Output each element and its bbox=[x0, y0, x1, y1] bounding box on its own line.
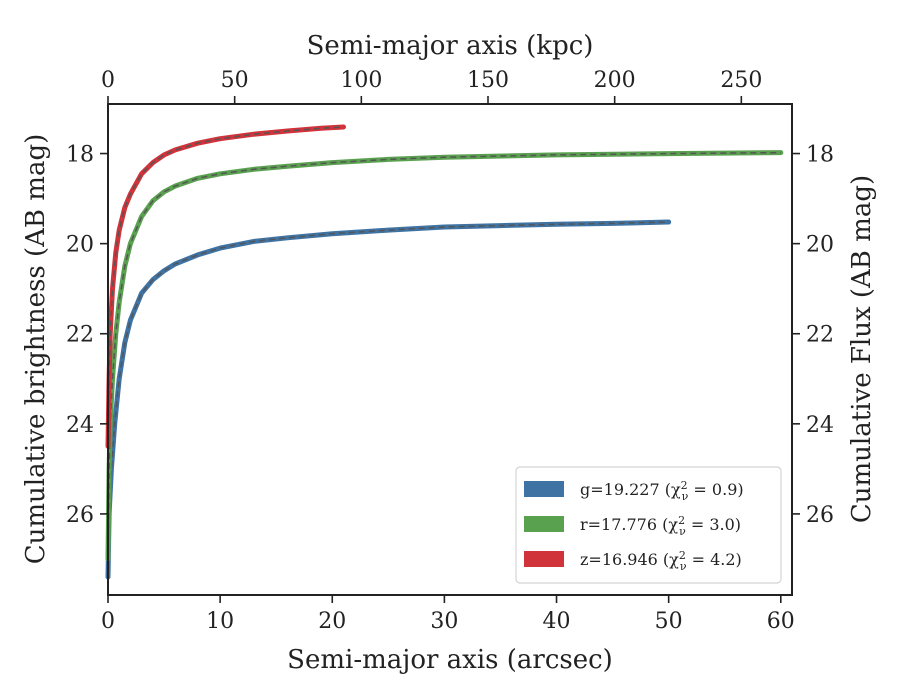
x-tick-label: 60 bbox=[767, 609, 795, 634]
series-2-model-line bbox=[107, 151, 781, 560]
top-x-tick-label: 250 bbox=[720, 68, 762, 93]
y-tick-label: 20 bbox=[66, 233, 94, 258]
y-tick-label: 26 bbox=[66, 503, 94, 528]
legend-swatch bbox=[524, 481, 564, 497]
top-x-tick-label: 0 bbox=[101, 68, 115, 93]
right-y-tick-label: 26 bbox=[806, 503, 834, 528]
series-1 bbox=[105, 219, 672, 580]
x-tick-label: 40 bbox=[543, 609, 571, 634]
right-y-tick-label: 20 bbox=[806, 233, 834, 258]
top-x-axis-title: Semi-major axis (kpc) bbox=[307, 31, 594, 61]
legend-frame bbox=[515, 466, 782, 584]
y-tick-label: 18 bbox=[66, 143, 94, 168]
x-tick-label: 50 bbox=[655, 609, 683, 634]
top-x-tick-label: 50 bbox=[221, 68, 249, 93]
series-3 bbox=[105, 124, 346, 449]
y-axis-title: Cumulative brightness (AB mag) bbox=[21, 134, 51, 565]
legend-swatch bbox=[524, 516, 564, 532]
series-2 bbox=[105, 150, 784, 562]
right-y-axis-title: Cumulative Flux (AB mag) bbox=[847, 175, 877, 523]
right-y-tick-label: 24 bbox=[806, 413, 834, 438]
right-y-tick-label: 18 bbox=[806, 143, 834, 168]
legend-entry-label: r=17.776 (χ2 ν = 3.0) bbox=[580, 514, 741, 539]
y-tick-label: 24 bbox=[66, 413, 94, 438]
series-1-model-line bbox=[107, 221, 669, 578]
top-x-tick-label: 200 bbox=[594, 68, 636, 93]
series-layer bbox=[105, 124, 784, 580]
x-tick-label: 10 bbox=[206, 609, 234, 634]
x-tick-label: 30 bbox=[430, 609, 458, 634]
x-tick-label: 0 bbox=[101, 609, 115, 634]
right-y-tick-label: 22 bbox=[806, 323, 834, 348]
plot-frame bbox=[107, 103, 793, 596]
legend-entry-label: g=19.227 (χ2 ν = 0.9) bbox=[580, 479, 744, 504]
legend: g=19.227 (χ2 ν = 0.9) r=17.776 (χ2 ν = 3.0)… bbox=[515, 466, 782, 584]
top-x-tick-label: 100 bbox=[340, 68, 382, 93]
legend-entry-label: z=16.946 (χ2 ν = 4.2) bbox=[580, 549, 742, 574]
x-axis-title: Semi-major axis (arcsec) bbox=[287, 645, 613, 675]
top-x-tick-label: 150 bbox=[467, 68, 509, 93]
legend-swatch bbox=[524, 551, 564, 567]
series-3-model-line bbox=[107, 126, 344, 447]
y-tick-label: 22 bbox=[66, 323, 94, 348]
x-tick-label: 20 bbox=[318, 609, 346, 634]
axes-layer: 0 10 20 30 40 50 60 0 50 100 150 200 250 18 18 20 20 22 22… bbox=[66, 68, 834, 634]
